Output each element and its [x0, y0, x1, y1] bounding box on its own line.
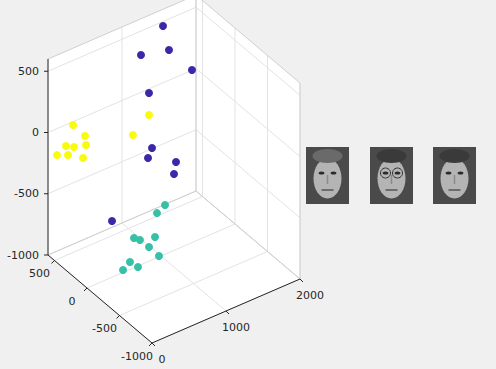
svg-text:500: 500	[29, 267, 50, 280]
svg-text:-1000: -1000	[121, 350, 153, 363]
svg-text:2000: 2000	[296, 289, 324, 302]
svg-text:1000: 1000	[222, 321, 250, 334]
svg-text:0: 0	[69, 295, 76, 308]
svg-text:0: 0	[32, 126, 39, 139]
svg-text:-500: -500	[92, 322, 117, 335]
svg-text:500: 500	[18, 65, 39, 78]
svg-text:-500: -500	[14, 187, 39, 200]
svg-text:-1000: -1000	[7, 249, 39, 262]
svg-text:0: 0	[159, 353, 166, 366]
